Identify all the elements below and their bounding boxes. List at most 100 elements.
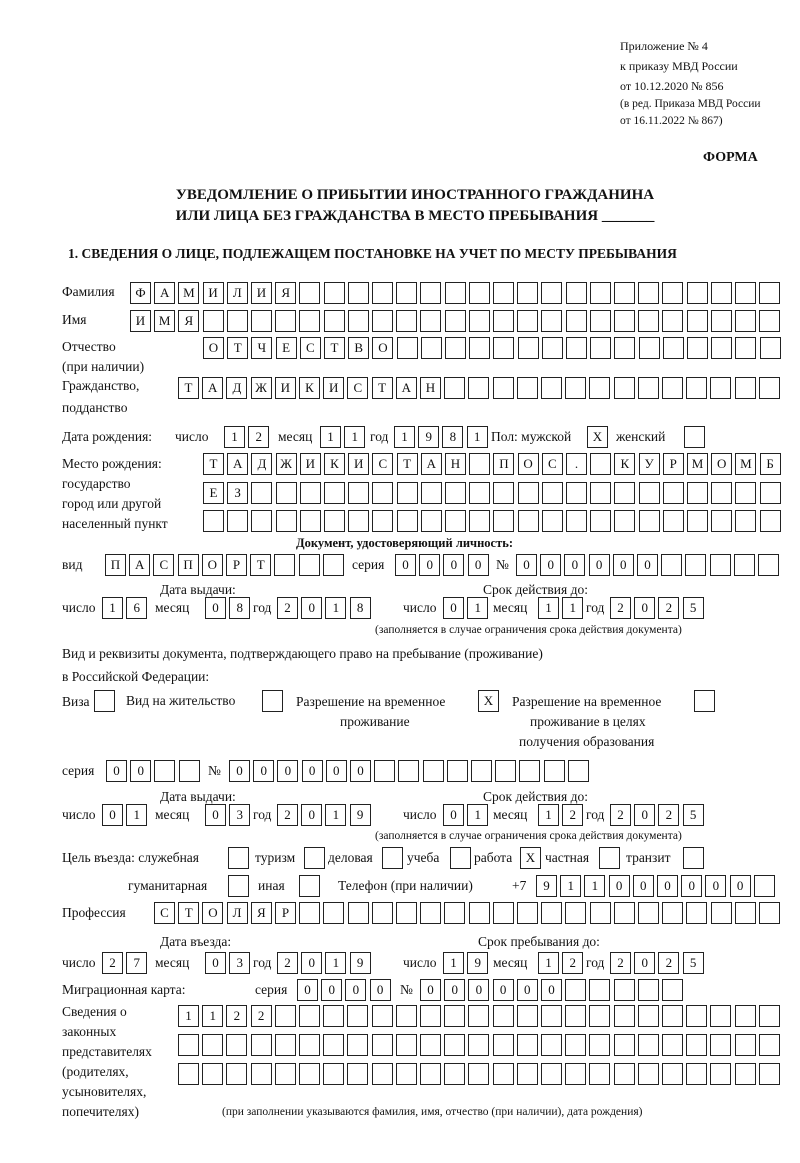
form-cell[interactable]: М xyxy=(154,310,176,332)
form-cell[interactable] xyxy=(637,1034,659,1056)
form-cell[interactable] xyxy=(516,1063,538,1085)
form-cell[interactable] xyxy=(734,377,756,399)
form-cell[interactable] xyxy=(374,760,396,782)
form-cell[interactable]: X xyxy=(520,847,541,869)
form-cell[interactable]: 1 xyxy=(538,952,559,974)
form-cell[interactable] xyxy=(758,1034,780,1056)
form-cell[interactable]: 0 xyxy=(541,979,562,1001)
form-cell[interactable]: И xyxy=(130,310,151,332)
form-cell[interactable] xyxy=(541,482,563,504)
form-cell[interactable] xyxy=(493,510,515,532)
form-cell[interactable] xyxy=(178,760,200,782)
form-cell[interactable] xyxy=(661,554,683,576)
form-cell[interactable]: 0 xyxy=(321,979,343,1001)
form-cell[interactable]: А xyxy=(154,282,176,304)
form-cell[interactable] xyxy=(687,482,708,504)
form-cell[interactable] xyxy=(371,1063,393,1085)
form-cell[interactable]: Я xyxy=(250,902,272,924)
form-cell[interactable]: 1 xyxy=(102,597,123,619)
form-cell[interactable] xyxy=(471,760,492,782)
form-cell[interactable]: 1 xyxy=(584,875,606,897)
form-cell[interactable] xyxy=(468,1063,490,1085)
form-cell[interactable] xyxy=(613,1063,635,1085)
form-cell[interactable] xyxy=(694,690,715,712)
form-cell[interactable]: Я xyxy=(275,282,297,304)
form-cell[interactable]: 9 xyxy=(536,875,557,897)
form-cell[interactable] xyxy=(372,482,394,504)
form-cell[interactable] xyxy=(638,282,660,304)
form-cell[interactable] xyxy=(299,1005,320,1027)
form-cell[interactable] xyxy=(450,847,471,869)
form-cell[interactable]: П xyxy=(493,453,515,475)
form-cell[interactable] xyxy=(710,282,732,304)
form-cell[interactable]: 2 xyxy=(277,952,298,974)
form-cell[interactable] xyxy=(566,337,587,359)
form-cell[interactable]: 0 xyxy=(301,804,323,826)
form-cell[interactable]: 0 xyxy=(420,979,441,1001)
form-cell[interactable]: 0 xyxy=(205,952,226,974)
form-cell[interactable]: Ж xyxy=(275,453,297,475)
form-cell[interactable]: 2 xyxy=(658,597,680,619)
form-cell[interactable]: С xyxy=(153,554,175,576)
form-cell[interactable]: 9 xyxy=(349,804,371,826)
form-cell[interactable] xyxy=(637,1005,659,1027)
form-cell[interactable]: 9 xyxy=(349,952,371,974)
form-cell[interactable]: X xyxy=(478,690,499,712)
form-cell[interactable]: 0 xyxy=(106,760,127,782)
form-cell[interactable] xyxy=(684,426,705,448)
form-cell[interactable]: 0 xyxy=(369,979,391,1001)
form-cell[interactable]: Б xyxy=(759,453,781,475)
form-cell[interactable] xyxy=(589,282,611,304)
form-cell[interactable]: Е xyxy=(203,482,224,504)
form-cell[interactable] xyxy=(543,760,565,782)
form-cell[interactable]: 1 xyxy=(325,952,347,974)
form-cell[interactable] xyxy=(637,979,659,1001)
form-cell[interactable]: О xyxy=(517,453,539,475)
form-cell[interactable] xyxy=(372,282,393,304)
form-cell[interactable] xyxy=(347,1005,369,1027)
form-cell[interactable]: 2 xyxy=(562,804,584,826)
form-cell[interactable]: 0 xyxy=(516,979,538,1001)
form-cell[interactable] xyxy=(589,310,611,332)
form-cell[interactable] xyxy=(274,1063,296,1085)
form-cell[interactable] xyxy=(662,902,684,924)
form-cell[interactable] xyxy=(686,1005,708,1027)
form-cell[interactable] xyxy=(613,1005,635,1027)
form-cell[interactable] xyxy=(299,510,321,532)
form-cell[interactable] xyxy=(420,1005,441,1027)
form-cell[interactable] xyxy=(638,310,660,332)
form-cell[interactable] xyxy=(444,377,466,399)
form-cell[interactable] xyxy=(323,1034,345,1056)
form-cell[interactable]: Т xyxy=(227,337,249,359)
form-cell[interactable] xyxy=(395,1005,417,1027)
form-cell[interactable] xyxy=(468,310,490,332)
form-cell[interactable]: 5 xyxy=(682,952,704,974)
form-cell[interactable] xyxy=(275,510,297,532)
form-cell[interactable] xyxy=(517,510,539,532)
form-cell[interactable]: 0 xyxy=(395,554,416,576)
form-cell[interactable]: Я xyxy=(178,310,200,332)
form-cell[interactable] xyxy=(759,282,781,304)
form-cell[interactable] xyxy=(735,310,756,332)
form-cell[interactable] xyxy=(759,510,781,532)
form-cell[interactable] xyxy=(565,902,587,924)
form-cell[interactable] xyxy=(637,377,659,399)
form-cell[interactable] xyxy=(735,337,757,359)
form-cell[interactable]: С xyxy=(347,377,369,399)
form-cell[interactable]: 0 xyxy=(205,597,226,619)
form-cell[interactable] xyxy=(709,554,731,576)
form-cell[interactable]: М xyxy=(178,282,200,304)
form-cell[interactable] xyxy=(614,510,636,532)
form-cell[interactable] xyxy=(492,902,514,924)
form-cell[interactable] xyxy=(154,760,176,782)
form-cell[interactable]: 2 xyxy=(102,952,123,974)
form-cell[interactable]: 0 xyxy=(419,554,441,576)
form-cell[interactable] xyxy=(759,902,780,924)
form-cell[interactable]: У xyxy=(638,453,660,475)
form-cell[interactable] xyxy=(710,1063,732,1085)
form-cell[interactable] xyxy=(565,377,587,399)
form-cell[interactable] xyxy=(468,1005,490,1027)
form-cell[interactable] xyxy=(734,1063,756,1085)
form-cell[interactable]: 1 xyxy=(224,426,245,448)
form-cell[interactable] xyxy=(516,1005,538,1027)
